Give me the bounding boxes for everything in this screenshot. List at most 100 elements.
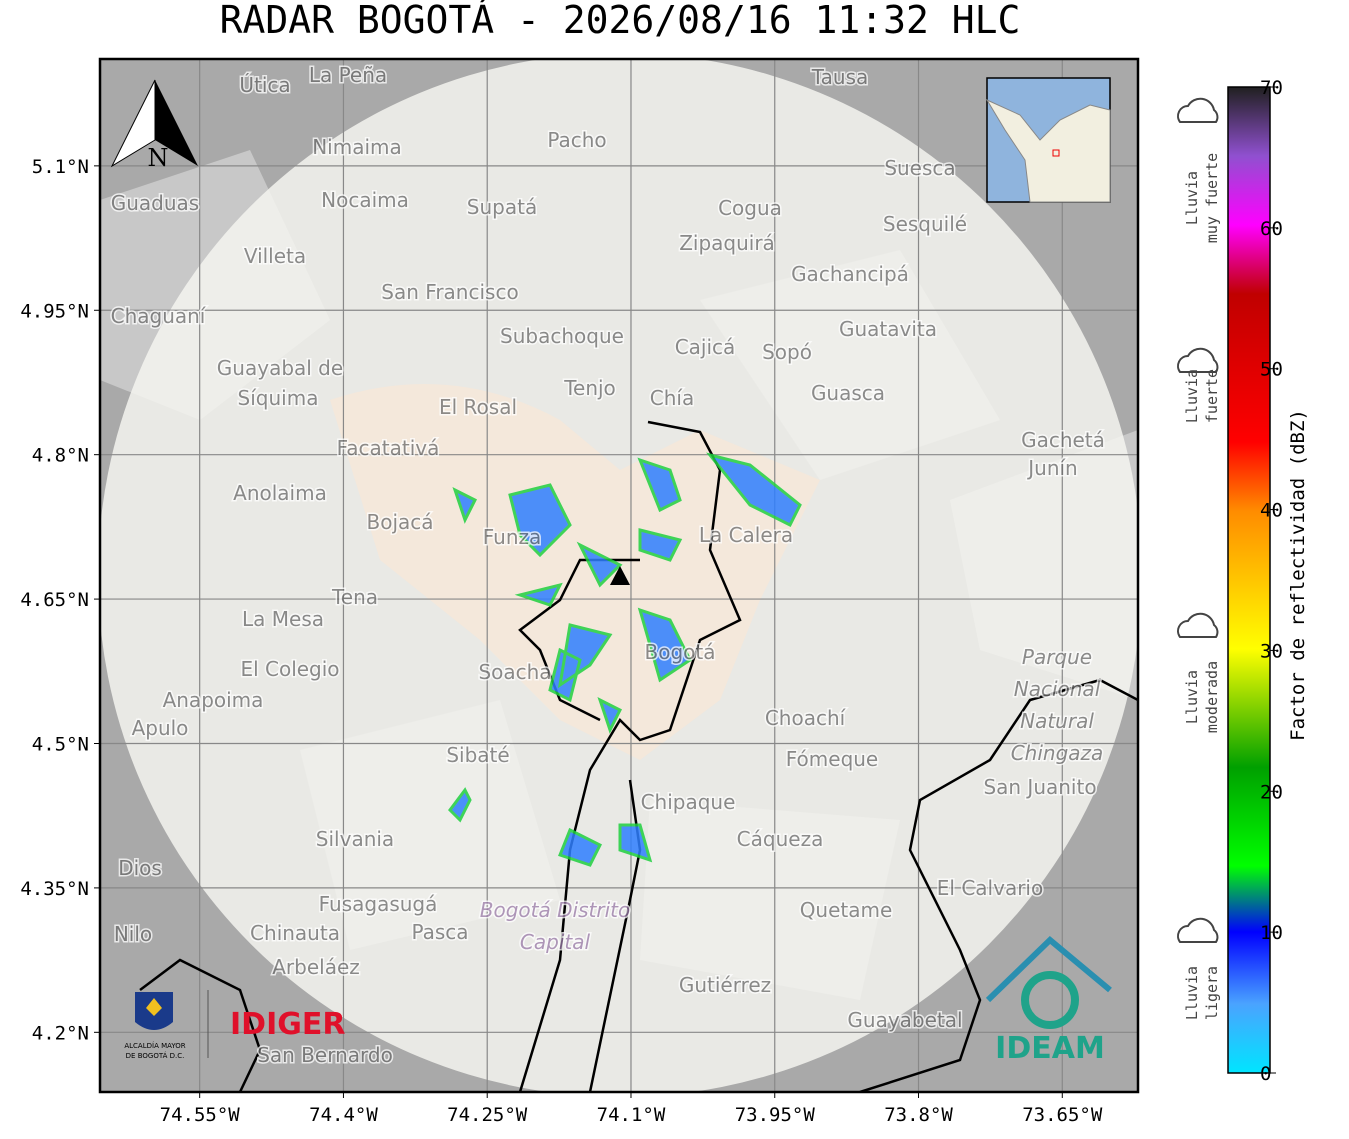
- place-label: Anapoima: [163, 688, 264, 712]
- place-label: Fómeque: [786, 747, 879, 771]
- park-label: Natural: [1020, 709, 1094, 733]
- lon-tick-label: 74.4°W: [309, 1104, 378, 1126]
- lat-tick-label: 4.2°N: [32, 1022, 89, 1044]
- place-label: El Calvario: [937, 876, 1043, 900]
- colorbar-tick-label: 70: [1260, 77, 1283, 99]
- place-label: Silvania: [316, 827, 394, 851]
- place-label: El Colegio: [240, 657, 339, 681]
- colorbar-tick-label: 20: [1260, 781, 1283, 803]
- boundaries: [139, 420, 1138, 1092]
- park-label: Parque: [1022, 645, 1092, 669]
- place-label: Suesca: [884, 156, 955, 180]
- ideam-logo: IDEAM: [985, 935, 1112, 1066]
- place-label: El Rosal: [439, 395, 517, 419]
- place-label: Chipaque: [641, 790, 736, 814]
- place-label: Sibaté: [446, 743, 509, 767]
- ideam-text: IDEAM: [995, 1031, 1105, 1066]
- colorbar-tick-label: 10: [1260, 922, 1283, 944]
- lon-tick-label: 73.8°W: [884, 1104, 953, 1126]
- place-label: Gachetá: [1021, 428, 1105, 452]
- place-label: Tenjo: [563, 376, 616, 400]
- lat-tick-label: 4.95°N: [20, 300, 89, 322]
- place-label: San Bernardo: [257, 1043, 393, 1067]
- lon-tick-label: 73.65°W: [1022, 1104, 1103, 1126]
- place-label: Pacho: [547, 128, 606, 152]
- colorbar: [1227, 86, 1271, 1074]
- colorbar-tick-label: 50: [1260, 359, 1283, 381]
- radar-site: [610, 566, 630, 585]
- north-label: N: [148, 144, 169, 172]
- north-arrow: N: [110, 79, 198, 172]
- place-label: Chía: [650, 386, 694, 410]
- park-label: Chingaza: [1011, 741, 1104, 765]
- rain-class-label: moderada: [1203, 661, 1221, 733]
- place-label: Choachí: [765, 706, 847, 730]
- place-label: Supatá: [467, 195, 537, 219]
- lat-tick-label: 5.1°N: [32, 156, 89, 178]
- rain-icon: [1177, 97, 1219, 123]
- lat-tick-label: 4.5°N: [32, 733, 89, 755]
- rain-class-label: muy fuerte: [1203, 153, 1221, 243]
- place-label: Cajicá: [675, 335, 736, 359]
- place-label: Sesquilé: [883, 212, 967, 236]
- alcaldia-logo: ALCALDÍA MAYOR DE BOGOTÁ D.C. IDIGER: [124, 990, 345, 1060]
- idiger-logo: IDIGER: [230, 1007, 345, 1042]
- place-label: Fusagasugá: [319, 892, 438, 916]
- place-label: Cáqueza: [737, 827, 824, 851]
- colorbar-label: Factor de reflectividad (dBZ): [1287, 409, 1309, 741]
- lon-tick-label: 74.1°W: [597, 1104, 666, 1126]
- colorbar-tick-label: 40: [1260, 500, 1283, 522]
- rain-class-label: Lluvia: [1183, 171, 1201, 225]
- rain-class-label: Lluvia: [1183, 670, 1201, 724]
- colorbar-tick-label: 30: [1260, 640, 1283, 662]
- place-label: Guatavita: [839, 317, 937, 341]
- rain-class-label: Lluvia: [1183, 966, 1201, 1020]
- place-label: Zipaquirá: [679, 231, 775, 255]
- place-label: Apulo: [132, 716, 189, 740]
- alcaldia-text: DE BOGOTÁ D.C.: [126, 1051, 185, 1060]
- rain-class-label: fuerte: [1203, 369, 1221, 423]
- place-label: Nimaima: [312, 135, 402, 159]
- place-label: Guasca: [811, 381, 885, 405]
- place-label: Tausa: [811, 65, 869, 89]
- map-area: La Peña Útica Tausa Pacho Nimaima Suesca Guadu…: [100, 59, 1138, 1092]
- lat-tick-label: 4.8°N: [32, 445, 89, 467]
- place-label: Junín: [1026, 456, 1077, 480]
- place-label: Gutiérrez: [679, 973, 771, 997]
- lat-tick-label: 4.65°N: [20, 589, 89, 611]
- place-label: Facatativá: [337, 436, 440, 460]
- place-label: Gachancipá: [791, 262, 909, 286]
- place-label: Bogotá: [645, 640, 716, 664]
- place-label: Nocaima: [321, 188, 409, 212]
- place-label: La Calera: [699, 523, 793, 547]
- place-label: Anolaima: [233, 481, 327, 505]
- place-label: Nilo: [114, 922, 152, 946]
- place-label: Guaduas: [111, 191, 199, 215]
- place-label: Guayabal de: [217, 356, 343, 380]
- place-label: Arbeláez: [272, 955, 360, 979]
- place-label: Pasca: [411, 920, 468, 944]
- district-label: Capital: [520, 930, 591, 954]
- map-frame: [98, 57, 1140, 1094]
- rain-class-label: ligera: [1203, 966, 1221, 1020]
- place-label: San Francisco: [381, 280, 518, 304]
- rain-icon: [1177, 612, 1219, 638]
- place-label: Funza: [483, 525, 542, 549]
- lon-tick-label: 74.25°W: [447, 1104, 528, 1126]
- place-label: Villeta: [244, 244, 306, 268]
- place-label: Sopó: [762, 340, 812, 364]
- place-label: Quetame: [800, 898, 893, 922]
- park-label: Nacional: [1014, 677, 1101, 701]
- lon-tick-label: 73.95°W: [735, 1104, 816, 1126]
- place-label: Cogua: [718, 196, 782, 220]
- rain-icon: [1177, 347, 1219, 373]
- rain-icon: [1177, 917, 1219, 943]
- rain-class-label: Lluvia: [1183, 369, 1201, 423]
- place-label: Guayabetal: [847, 1008, 962, 1032]
- colorbar-tick-label: 60: [1260, 218, 1283, 240]
- place-label: Dios: [118, 856, 162, 880]
- place-label: Tena: [331, 585, 378, 609]
- radar-echoes: [448, 452, 802, 867]
